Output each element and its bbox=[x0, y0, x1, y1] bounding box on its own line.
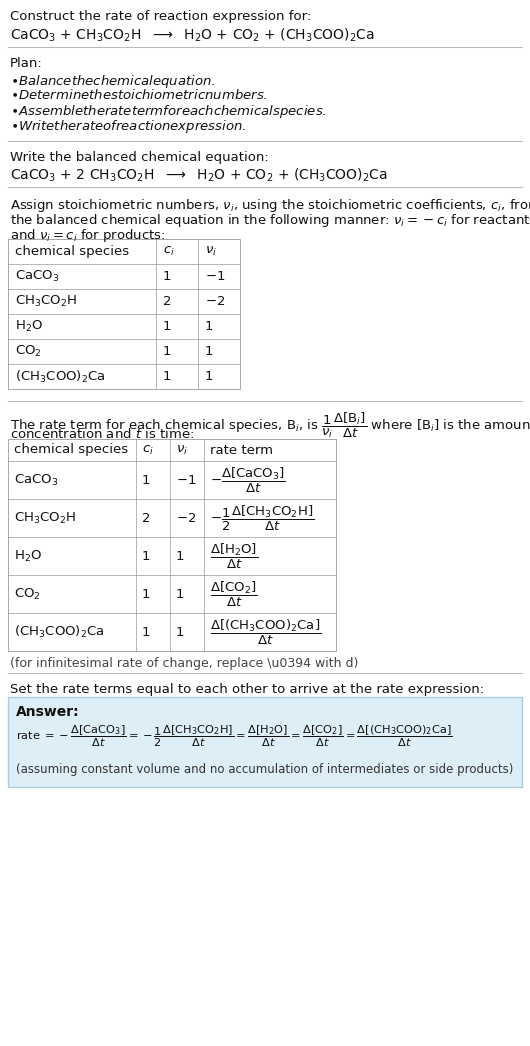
Text: $\dfrac{\Delta[\mathrm{CO_2}]}{\Delta t}$: $\dfrac{\Delta[\mathrm{CO_2}]}{\Delta t}… bbox=[210, 579, 258, 609]
Text: $-1$: $-1$ bbox=[176, 474, 196, 486]
Text: rate term: rate term bbox=[210, 444, 273, 456]
Text: 1: 1 bbox=[205, 320, 214, 333]
Text: $\dfrac{\Delta[\mathrm{H_2O}]}{\Delta t}$: $\dfrac{\Delta[\mathrm{H_2O}]}{\Delta t}… bbox=[210, 542, 258, 571]
Text: Construct the rate of reaction expression for:: Construct the rate of reaction expressio… bbox=[10, 10, 311, 23]
Text: 1: 1 bbox=[163, 320, 172, 333]
Text: (CH$_3$COO)$_2$Ca: (CH$_3$COO)$_2$Ca bbox=[14, 624, 104, 640]
Text: $\nu_i$: $\nu_i$ bbox=[205, 245, 217, 258]
Text: CH$_3$CO$_2$H: CH$_3$CO$_2$H bbox=[15, 294, 77, 309]
Text: CaCO$_3$: CaCO$_3$ bbox=[15, 269, 59, 285]
Text: CaCO$_3$ + 2 CH$_3$CO$_2$H  $\longrightarrow$  H$_2$O + CO$_2$ + (CH$_3$COO)$_2$: CaCO$_3$ + 2 CH$_3$CO$_2$H $\longrightar… bbox=[10, 167, 388, 184]
Text: $\bullet  Determine the stoichiometric numbers.$: $\bullet Determine the stoichiometric nu… bbox=[10, 88, 268, 103]
Text: and $\nu_i = c_i$ for products:: and $\nu_i = c_i$ for products: bbox=[10, 227, 165, 244]
Text: 1: 1 bbox=[176, 626, 184, 638]
Text: CO$_2$: CO$_2$ bbox=[14, 587, 41, 601]
Bar bbox=[8, 439, 336, 651]
Text: $\bullet  Write the rate of reaction expression.$: $\bullet Write the rate of reaction expr… bbox=[10, 118, 246, 135]
Text: 1: 1 bbox=[163, 370, 172, 383]
Text: Plan:: Plan: bbox=[10, 56, 43, 70]
Text: H$_2$O: H$_2$O bbox=[14, 548, 42, 564]
Text: $-2$: $-2$ bbox=[205, 295, 225, 308]
Text: the balanced chemical equation in the following manner: $\nu_i = -c_i$ for react: the balanced chemical equation in the fo… bbox=[10, 212, 530, 229]
Text: 1: 1 bbox=[176, 549, 184, 563]
Text: 1: 1 bbox=[142, 549, 151, 563]
Text: 1: 1 bbox=[176, 588, 184, 600]
Text: 1: 1 bbox=[205, 345, 214, 358]
Text: CH$_3$CO$_2$H: CH$_3$CO$_2$H bbox=[14, 510, 76, 525]
Text: $c_i$: $c_i$ bbox=[142, 444, 154, 456]
Text: 1: 1 bbox=[205, 370, 214, 383]
Text: $\bullet  Balance the chemical equation.$: $\bullet Balance the chemical equation.$ bbox=[10, 73, 216, 90]
Text: Answer:: Answer: bbox=[16, 705, 80, 719]
Text: $\nu_i$: $\nu_i$ bbox=[176, 444, 188, 456]
Text: 1: 1 bbox=[163, 345, 172, 358]
Bar bbox=[8, 697, 522, 787]
Text: (assuming constant volume and no accumulation of intermediates or side products): (assuming constant volume and no accumul… bbox=[16, 763, 514, 776]
Text: H$_2$O: H$_2$O bbox=[15, 319, 43, 334]
Text: $-\dfrac{1}{2}\dfrac{\Delta[\mathrm{CH_3CO_2H}]}{\Delta t}$: $-\dfrac{1}{2}\dfrac{\Delta[\mathrm{CH_3… bbox=[210, 503, 314, 532]
Text: chemical species: chemical species bbox=[15, 245, 129, 258]
Text: 1: 1 bbox=[142, 588, 151, 600]
Text: 1: 1 bbox=[142, 474, 151, 486]
Text: $c_i$: $c_i$ bbox=[163, 245, 175, 258]
Text: Assign stoichiometric numbers, $\nu_i$, using the stoichiometric coefficients, $: Assign stoichiometric numbers, $\nu_i$, … bbox=[10, 197, 530, 214]
Text: Write the balanced chemical equation:: Write the balanced chemical equation: bbox=[10, 151, 269, 164]
Text: 2: 2 bbox=[142, 511, 151, 524]
Text: chemical species: chemical species bbox=[14, 444, 128, 456]
Text: (for infinitesimal rate of change, replace \u0394 with d): (for infinitesimal rate of change, repla… bbox=[10, 657, 358, 670]
Text: CaCO$_3$ + CH$_3$CO$_2$H  $\longrightarrow$  H$_2$O + CO$_2$ + (CH$_3$COO)$_2$Ca: CaCO$_3$ + CH$_3$CO$_2$H $\longrightarro… bbox=[10, 27, 375, 44]
Text: rate $= -\dfrac{\Delta[\mathrm{CaCO_3}]}{\Delta t} = -\dfrac{1}{2}\dfrac{\Delta[: rate $= -\dfrac{\Delta[\mathrm{CaCO_3}]}… bbox=[16, 723, 453, 749]
Text: $-2$: $-2$ bbox=[176, 511, 196, 524]
Text: 1: 1 bbox=[163, 270, 172, 283]
Text: 2: 2 bbox=[163, 295, 172, 308]
Text: $-\dfrac{\Delta[\mathrm{CaCO_3}]}{\Delta t}$: $-\dfrac{\Delta[\mathrm{CaCO_3}]}{\Delta… bbox=[210, 465, 286, 495]
Text: Set the rate terms equal to each other to arrive at the rate expression:: Set the rate terms equal to each other t… bbox=[10, 683, 484, 696]
Text: $\bullet  Assemble the rate term for each chemical species.$: $\bullet Assemble the rate term for each… bbox=[10, 103, 327, 120]
Text: $-1$: $-1$ bbox=[205, 270, 225, 283]
Text: The rate term for each chemical species, B$_i$, is $\dfrac{1}{\nu_i}\dfrac{\Delt: The rate term for each chemical species,… bbox=[10, 411, 530, 440]
Text: CO$_2$: CO$_2$ bbox=[15, 344, 42, 359]
Bar bbox=[8, 238, 240, 389]
Text: concentration and $t$ is time:: concentration and $t$ is time: bbox=[10, 427, 194, 441]
Text: $\dfrac{\Delta[(\mathrm{CH_3COO})_2\mathrm{Ca}]}{\Delta t}$: $\dfrac{\Delta[(\mathrm{CH_3COO})_2\math… bbox=[210, 617, 321, 646]
Text: CaCO$_3$: CaCO$_3$ bbox=[14, 473, 58, 487]
Text: (CH$_3$COO)$_2$Ca: (CH$_3$COO)$_2$Ca bbox=[15, 368, 105, 385]
Text: 1: 1 bbox=[142, 626, 151, 638]
